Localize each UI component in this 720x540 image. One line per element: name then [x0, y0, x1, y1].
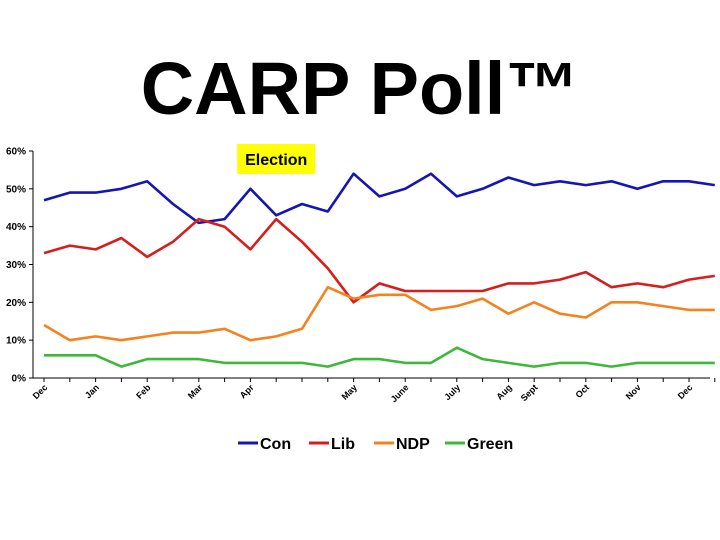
series-line-ndp	[43, 285, 715, 342]
legend-label-con: Con	[260, 436, 291, 453]
axes	[32, 151, 710, 379]
legend-label-ndp: NDP	[396, 436, 430, 453]
election-annotation: Election	[237, 144, 316, 174]
x-tick-label: Jan	[83, 382, 101, 400]
x-axis-ticks: Dec Jan Feb Mar Apr May June July Aug Sept Oct Nov D…	[31, 378, 716, 404]
x-tick-label: Sept	[519, 382, 540, 403]
y-tick-label: 10%	[6, 336, 26, 347]
y-tick-label: 50%	[6, 184, 26, 195]
legend: Con Lib NDP Green	[238, 436, 513, 453]
annotation-label: Election	[245, 152, 307, 169]
legend-label-green: Green	[467, 436, 513, 453]
x-tick-label: Nov	[624, 382, 643, 401]
x-tick-label: Dec	[31, 382, 50, 401]
x-tick-label: Apr	[238, 382, 256, 400]
x-tick-label: July	[442, 382, 462, 402]
series-line-lib	[43, 217, 715, 304]
x-tick-label: Feb	[134, 382, 153, 401]
x-tick-label: May	[340, 382, 359, 401]
series-line-con	[43, 172, 715, 225]
y-tick-label: 40%	[6, 222, 26, 233]
x-tick-label: Mar	[186, 382, 205, 401]
y-tick-label: 0%	[12, 374, 27, 385]
x-tick-label: Oct	[574, 382, 592, 400]
x-tick-label: Dec	[676, 382, 695, 401]
annotation-highlight	[237, 144, 316, 174]
series-line-green	[44, 346, 715, 368]
y-tick-label: 30%	[6, 260, 26, 271]
x-tick-label: Aug	[494, 382, 513, 401]
series-lines	[43, 172, 715, 368]
legend-label-lib: Lib	[331, 436, 355, 453]
y-tick-label: 60%	[6, 147, 26, 158]
x-tick-label: June	[389, 382, 411, 404]
y-axis-ticks: 0% 10% 20% 30% 40% 50% 60%	[6, 147, 33, 385]
y-tick-label: 20%	[6, 298, 26, 309]
chart-title: CARP Poll™	[140, 47, 580, 130]
